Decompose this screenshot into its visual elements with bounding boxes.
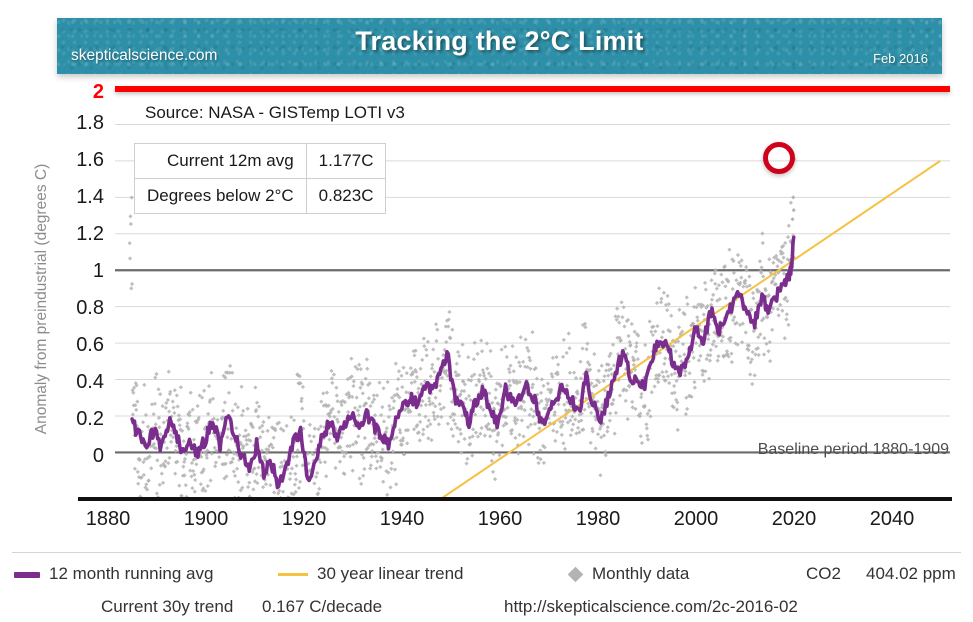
y-tick-2-0: 2 — [92, 81, 104, 103]
thirty-year-trend-line — [441, 160, 941, 498]
two-degree-limit-line — [115, 86, 950, 92]
baseline-period-note: Baseline period 1880-1909 — [757, 441, 949, 458]
degrees-below-2c-value: 0.823C — [305, 178, 387, 214]
x-tick-2020: 2020 — [771, 508, 817, 530]
y-tick-1-0: 1 — [92, 260, 104, 282]
x-tick-1880: 1880 — [85, 508, 131, 530]
legend-linear-trend-label: 30 year linear trend — [317, 564, 464, 583]
legend-running-avg: 12 month running avg — [14, 564, 213, 584]
date-label: Feb 2016 — [873, 51, 928, 66]
x-axis-line — [78, 497, 952, 501]
y-tick-1-8: 1.8 — [76, 112, 104, 134]
gridlines — [115, 123, 950, 454]
current-12m-avg-label: Current 12m avg — [134, 143, 307, 179]
x-tick-1940: 1940 — [379, 508, 425, 530]
current-12m-avg-value: 1.177C — [305, 143, 387, 179]
legend-running-avg-label: 12 month running avg — [49, 564, 214, 583]
site-name: skepticalscience.com — [71, 47, 218, 64]
legend-monthly-data-label: Monthly data — [592, 564, 690, 583]
current-trend-value: 0.167 C/decade — [262, 597, 383, 616]
header-banner: Tracking the 2°C Limit skepticalscience.… — [57, 18, 942, 74]
y-tick-0-8: 0.8 — [76, 297, 104, 319]
table-row: Current 12m avg 1.177C — [134, 143, 387, 179]
record-month-highlight-circle — [763, 142, 795, 174]
source-url[interactable]: http://skepticalscience.com/2c-2016-02 — [504, 597, 798, 616]
legend-divider — [12, 552, 961, 553]
y-tick-0-0: 0 — [92, 445, 104, 467]
legend-co2-value: 404.02 ppm — [866, 564, 956, 583]
y-axis-title: Anomaly from preindustrial (degrees C) — [33, 163, 50, 435]
y-tick-1-6: 1.6 — [76, 149, 104, 171]
twelve-month-running-average-line — [130, 235, 796, 490]
legend-linear-trend: 30 year linear trend — [278, 564, 463, 584]
page-title: Tracking the 2°C Limit — [355, 26, 644, 56]
legend-monthly-data: Monthly data — [567, 564, 690, 584]
y-tick-0-4: 0.4 — [76, 371, 104, 393]
x-tick-1900: 1900 — [183, 508, 229, 530]
y-tick-1-2: 1.2 — [76, 223, 104, 245]
y-tick-0-2: 0.2 — [76, 408, 104, 430]
current-trend-label: Current 30y trend — [101, 597, 234, 616]
chart-plot-area — [115, 88, 950, 498]
x-tick-1980: 1980 — [575, 508, 621, 530]
degrees-below-2c-label: Degrees below 2°C — [134, 178, 307, 214]
y-tick-1-4: 1.4 — [76, 186, 104, 208]
x-tick-1920: 1920 — [281, 508, 327, 530]
y-tick-0-6: 0.6 — [76, 334, 104, 356]
x-tick-2000: 2000 — [673, 508, 719, 530]
source-note: Source: NASA - GISTemp LOTI v3 — [145, 103, 405, 122]
table-row: Degrees below 2°C 0.823C — [134, 178, 387, 214]
x-tick-1960: 1960 — [477, 508, 523, 530]
temperature-anomaly-chart — [115, 123, 950, 498]
summary-stats-table: Current 12m avg 1.177C Degrees below 2°C… — [134, 143, 387, 214]
legend-co2-label: CO2 — [806, 564, 841, 583]
monthly-data-diamond-icon — [567, 566, 584, 583]
linear-trend-swatch-icon — [278, 573, 308, 577]
running-avg-swatch-icon — [14, 571, 40, 578]
x-tick-2040: 2040 — [869, 508, 915, 530]
